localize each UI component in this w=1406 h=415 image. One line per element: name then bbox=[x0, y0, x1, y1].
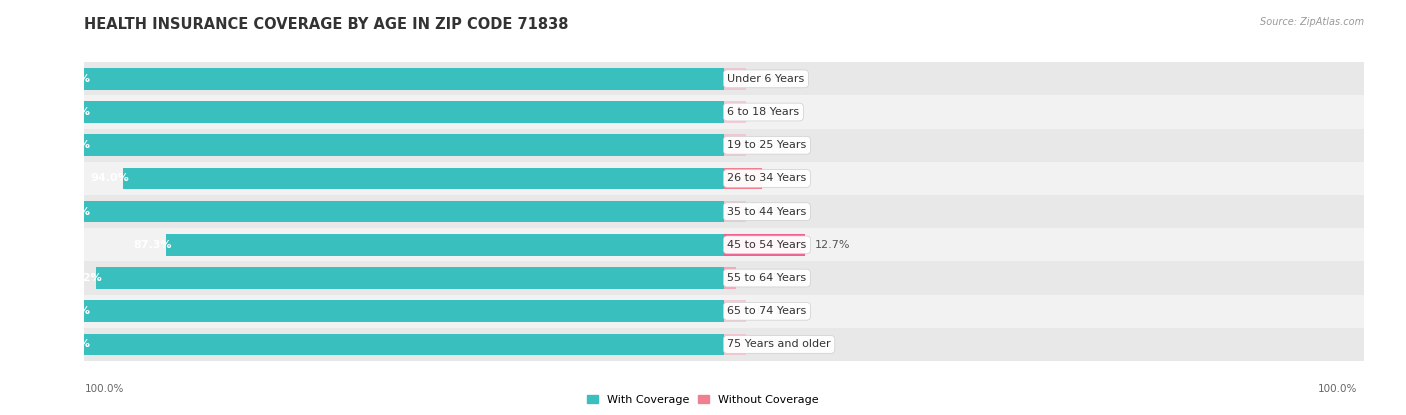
Bar bbox=[724, 162, 1364, 195]
Text: 0.0%: 0.0% bbox=[756, 140, 785, 150]
Bar bbox=[724, 201, 747, 222]
Bar bbox=[96, 267, 724, 289]
Bar bbox=[724, 328, 1364, 361]
Text: 100.0%: 100.0% bbox=[45, 207, 91, 217]
Bar bbox=[84, 328, 724, 361]
Bar bbox=[84, 295, 724, 328]
Text: 6.0%: 6.0% bbox=[772, 173, 800, 183]
Bar bbox=[84, 228, 724, 261]
Bar bbox=[724, 95, 1364, 129]
Text: 75 Years and older: 75 Years and older bbox=[727, 339, 831, 349]
Bar bbox=[724, 101, 747, 123]
Bar bbox=[84, 129, 724, 162]
Text: 98.2%: 98.2% bbox=[63, 273, 103, 283]
Text: 26 to 34 Years: 26 to 34 Years bbox=[727, 173, 807, 183]
Bar bbox=[84, 195, 724, 228]
Bar bbox=[724, 334, 747, 355]
Bar bbox=[84, 261, 724, 295]
Bar bbox=[84, 62, 724, 95]
Bar bbox=[724, 168, 762, 189]
Bar bbox=[84, 68, 724, 90]
Bar bbox=[724, 228, 1364, 261]
Text: 87.3%: 87.3% bbox=[134, 240, 172, 250]
Text: Source: ZipAtlas.com: Source: ZipAtlas.com bbox=[1260, 17, 1364, 27]
Bar bbox=[724, 129, 1364, 162]
Text: 0.0%: 0.0% bbox=[756, 207, 785, 217]
Legend: With Coverage, Without Coverage: With Coverage, Without Coverage bbox=[582, 391, 824, 410]
Bar bbox=[724, 300, 747, 322]
Bar bbox=[84, 134, 724, 156]
Bar bbox=[84, 101, 724, 123]
Text: 65 to 74 Years: 65 to 74 Years bbox=[727, 306, 807, 316]
Bar bbox=[724, 62, 1364, 95]
Bar bbox=[724, 267, 737, 289]
Bar bbox=[84, 95, 724, 129]
Text: 0.0%: 0.0% bbox=[756, 306, 785, 316]
Text: 0.0%: 0.0% bbox=[756, 74, 785, 84]
Bar bbox=[84, 162, 724, 195]
Text: 6 to 18 Years: 6 to 18 Years bbox=[727, 107, 800, 117]
Text: 100.0%: 100.0% bbox=[45, 140, 91, 150]
Text: 100.0%: 100.0% bbox=[45, 107, 91, 117]
Text: 12.7%: 12.7% bbox=[815, 240, 851, 250]
Text: 19 to 25 Years: 19 to 25 Years bbox=[727, 140, 807, 150]
Bar bbox=[724, 195, 1364, 228]
Bar bbox=[724, 134, 747, 156]
Bar bbox=[724, 68, 747, 90]
Text: 100.0%: 100.0% bbox=[45, 339, 91, 349]
Bar bbox=[84, 300, 724, 322]
Text: 100.0%: 100.0% bbox=[45, 306, 91, 316]
Bar bbox=[166, 234, 724, 256]
Text: 0.0%: 0.0% bbox=[756, 339, 785, 349]
Bar bbox=[724, 295, 1364, 328]
Text: HEALTH INSURANCE COVERAGE BY AGE IN ZIP CODE 71838: HEALTH INSURANCE COVERAGE BY AGE IN ZIP … bbox=[84, 17, 569, 32]
Text: 1.9%: 1.9% bbox=[756, 273, 785, 283]
Bar bbox=[724, 261, 1364, 295]
Text: 94.0%: 94.0% bbox=[90, 173, 129, 183]
Text: 100.0%: 100.0% bbox=[45, 74, 91, 84]
Text: 0.0%: 0.0% bbox=[756, 107, 785, 117]
Text: 100.0%: 100.0% bbox=[1317, 384, 1357, 394]
Bar bbox=[122, 168, 724, 189]
Bar bbox=[724, 234, 806, 256]
Text: Under 6 Years: Under 6 Years bbox=[727, 74, 804, 84]
Text: 55 to 64 Years: 55 to 64 Years bbox=[727, 273, 807, 283]
Bar bbox=[84, 334, 724, 355]
Text: 100.0%: 100.0% bbox=[84, 384, 124, 394]
Text: 35 to 44 Years: 35 to 44 Years bbox=[727, 207, 807, 217]
Bar bbox=[84, 201, 724, 222]
Text: 45 to 54 Years: 45 to 54 Years bbox=[727, 240, 807, 250]
